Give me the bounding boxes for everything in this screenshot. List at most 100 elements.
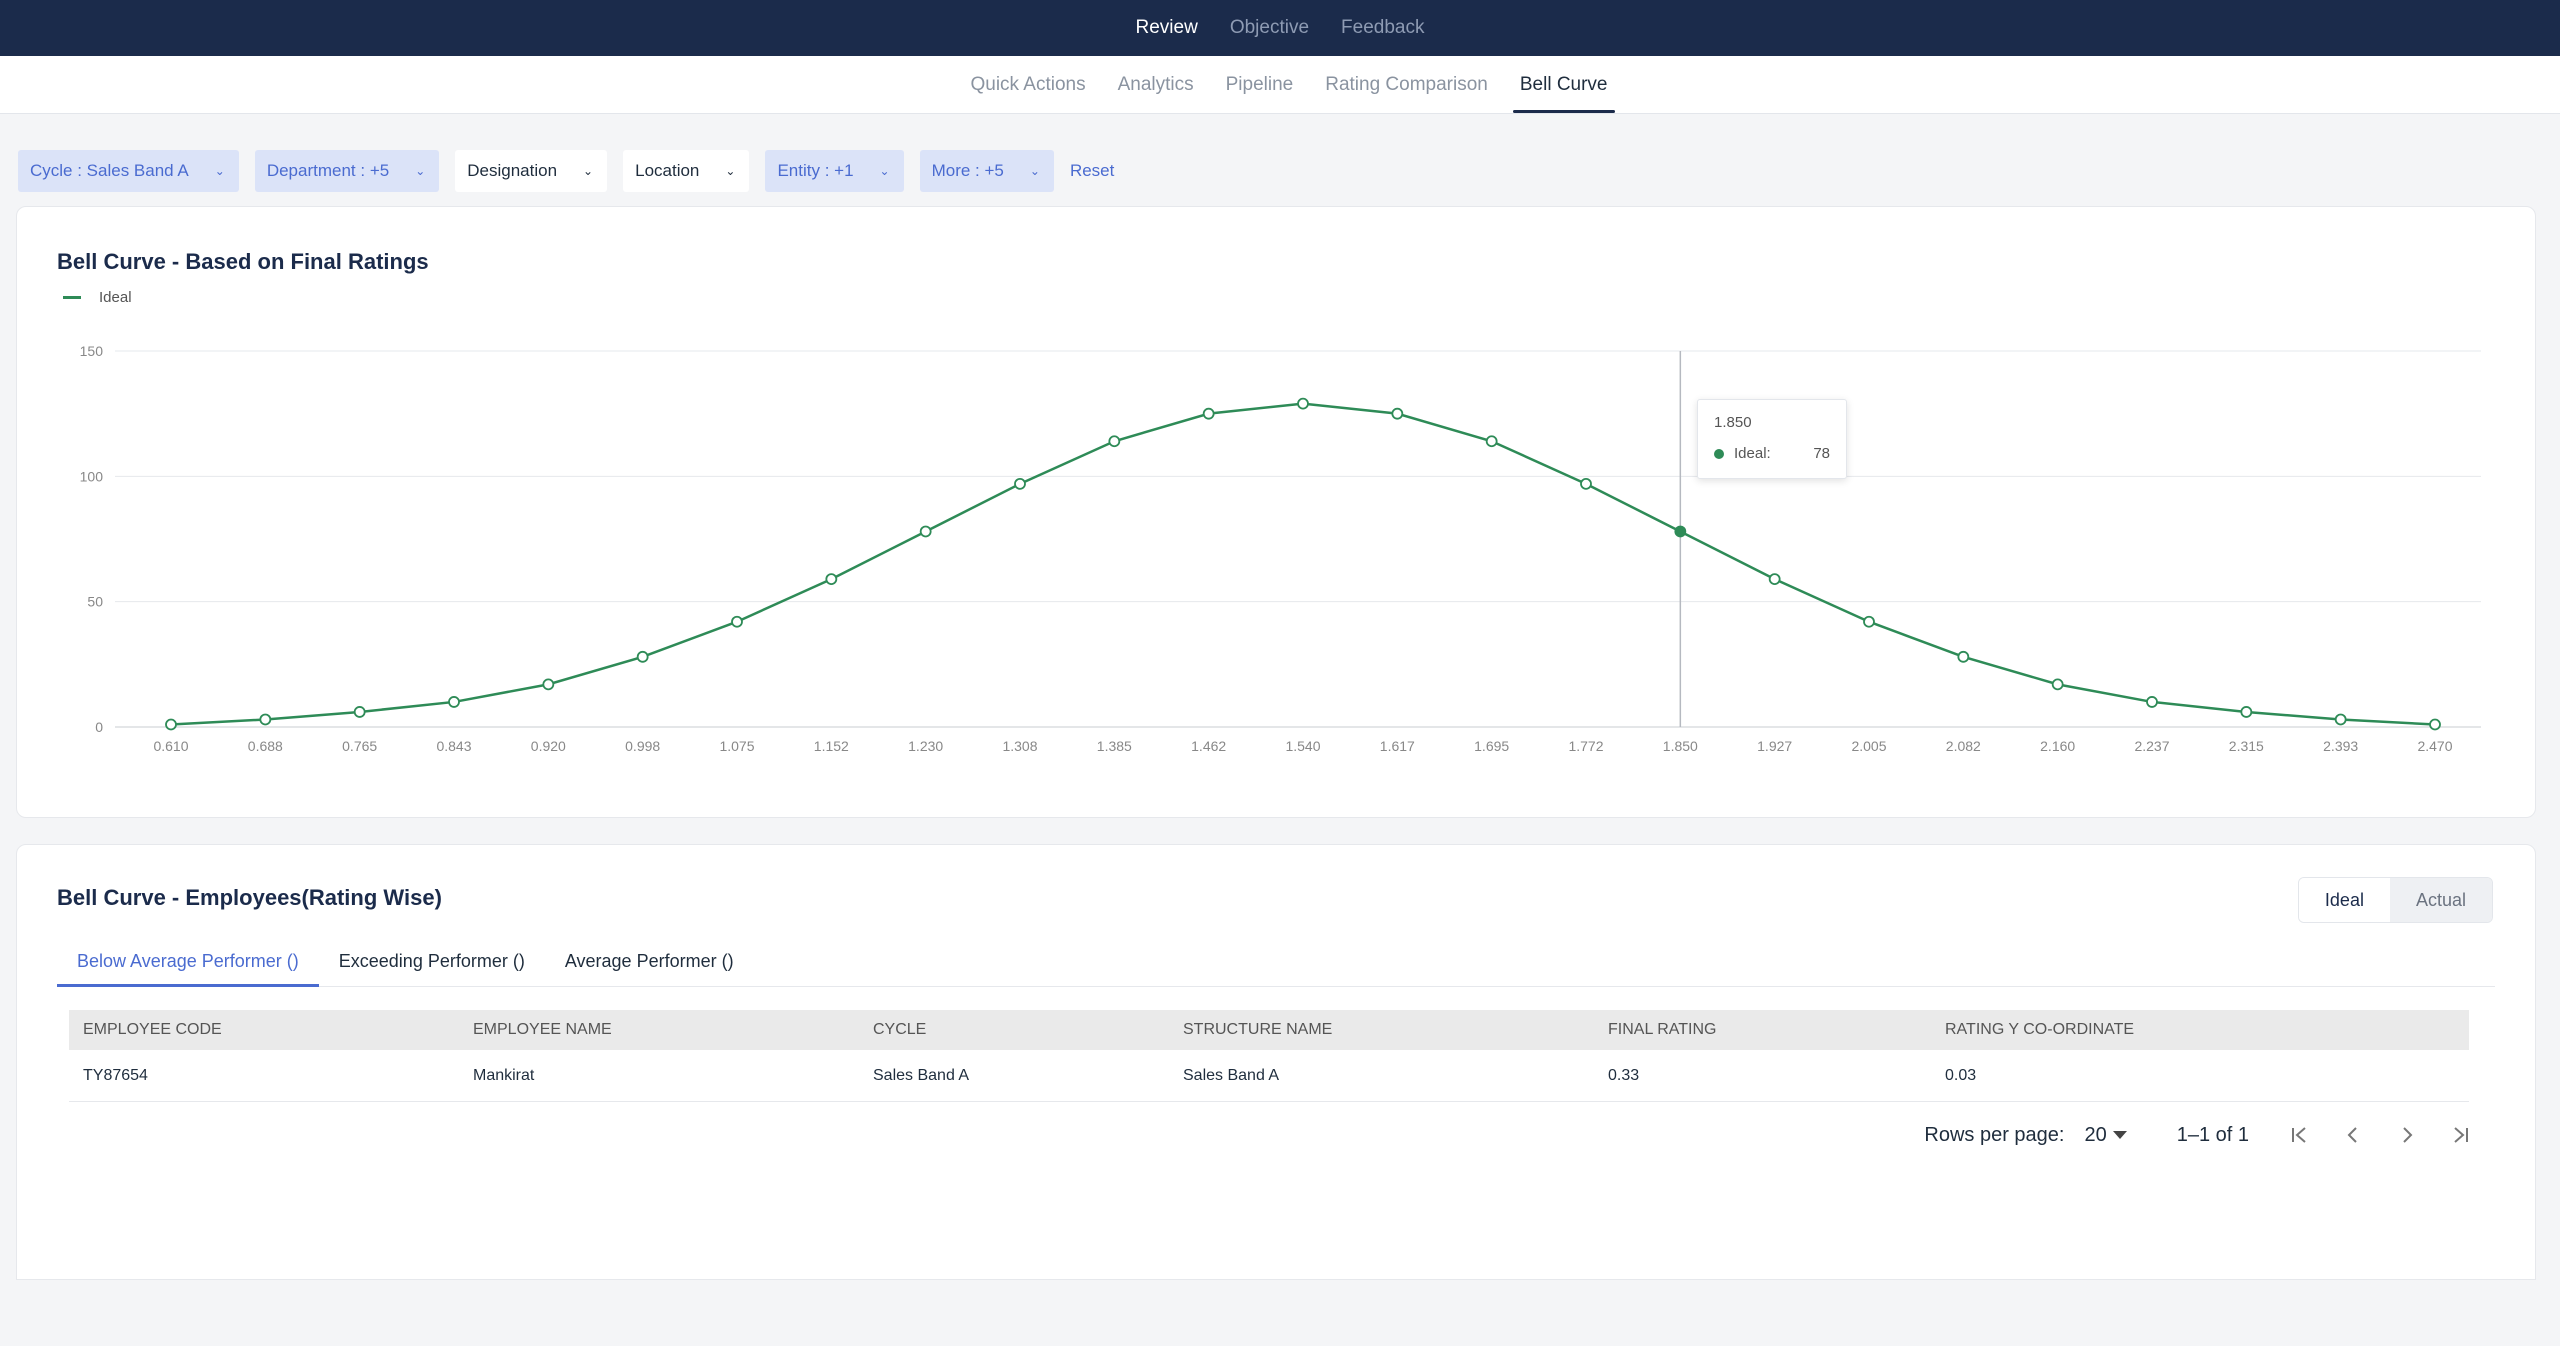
filter-bar: Cycle : Sales Band A ⌄ Department : +5 ⌄… (18, 150, 1114, 192)
column-header[interactable]: EMPLOYEE NAME (473, 1021, 612, 1038)
column-header[interactable]: EMPLOYEE CODE (83, 1021, 222, 1038)
data-point[interactable] (2429, 718, 2441, 731)
data-point[interactable] (636, 650, 649, 663)
sub-navigation: Quick Actions Analytics Pipeline Rating … (0, 56, 2560, 114)
toggle-ideal[interactable]: Ideal (2298, 878, 2390, 922)
nav-objective[interactable]: Objective (1229, 17, 1310, 38)
filter-label: Location (635, 161, 700, 180)
x-tick-label: 1.772 (1568, 738, 1603, 754)
toggle-actual[interactable]: Actual (2389, 878, 2492, 922)
bell-curve-chart[interactable]: 0 50 100 150 0.610 0.688 0.765 0.843 0.920 0.998 1… (17, 207, 2537, 819)
data-point[interactable] (1580, 477, 1592, 490)
filter-department[interactable]: Department : +5 ⌄ (254, 150, 440, 192)
cell-structure-name: Sales Band A (1183, 1066, 1280, 1084)
x-tick-label: 1.540 (1285, 738, 1320, 754)
x-tick-label: 2.160 (2040, 738, 2075, 754)
series-line-ideal (170, 402, 2436, 726)
first-page-icon[interactable] (2289, 1125, 2309, 1145)
data-point[interactable] (542, 678, 555, 691)
x-tick-label: 0.610 (153, 738, 188, 754)
x-tick-label: 2.005 (1851, 738, 1886, 754)
nav-review[interactable]: Review (1135, 17, 1198, 38)
x-tick-label: 0.765 (342, 738, 377, 754)
data-point[interactable] (259, 713, 272, 726)
data-point[interactable] (1485, 435, 1498, 448)
filter-location[interactable]: Location ⌄ (623, 150, 750, 192)
x-tick-label: 2.237 (2134, 738, 2169, 754)
data-point[interactable] (919, 525, 932, 538)
legend-swatch (63, 296, 81, 299)
data-point[interactable] (731, 615, 743, 628)
tab-quick-actions[interactable]: Quick Actions (970, 73, 1086, 95)
x-tick-label: 0.920 (531, 738, 566, 754)
filter-more[interactable]: More : +5 ⌄ (919, 150, 1054, 192)
x-tick-label: 0.843 (436, 738, 471, 754)
column-header[interactable]: RATING Y CO-ORDINATE (1945, 1021, 2135, 1038)
data-point[interactable] (1202, 407, 1215, 420)
x-tick-label: 1.462 (1191, 738, 1226, 754)
filter-label: Entity : +1 (777, 161, 854, 180)
tooltip-series-dot (1714, 448, 1724, 459)
rows-per-page-select[interactable]: 20 (2084, 1123, 2127, 1147)
chevron-down-icon: ⌄ (1029, 164, 1040, 178)
x-tick-label: 0.688 (248, 738, 283, 754)
tab-pipeline[interactable]: Pipeline (1225, 73, 1294, 95)
rows-per-page-label: Rows per page: (1924, 1123, 2065, 1146)
previous-page-icon[interactable] (2343, 1125, 2363, 1145)
data-point[interactable] (2334, 713, 2347, 726)
chevron-down-icon: ⌄ (725, 164, 736, 178)
reset-button[interactable]: Reset (1069, 161, 1115, 180)
x-tick-label: 1.308 (1002, 738, 1037, 754)
column-header[interactable]: FINAL RATING (1608, 1021, 1717, 1038)
x-tick-label: 1.927 (1757, 738, 1792, 754)
x-tick-label: 2.470 (2417, 738, 2452, 754)
data-point[interactable] (1014, 477, 1026, 490)
filter-cycle[interactable]: Cycle : Sales Band A ⌄ (18, 150, 239, 192)
filter-entity[interactable]: Entity : +1 ⌄ (765, 150, 904, 192)
nav-feedback[interactable]: Feedback (1341, 17, 1425, 38)
data-point[interactable] (1297, 397, 1309, 410)
tab-analytics[interactable]: Analytics (1117, 73, 1194, 95)
data-point[interactable] (825, 573, 838, 586)
column-header[interactable]: STRUCTURE NAME (1183, 1021, 1333, 1038)
data-point[interactable] (353, 706, 366, 718)
filter-label: Designation (467, 161, 558, 180)
data-point[interactable] (2146, 696, 2158, 708)
data-point[interactable] (1108, 435, 1121, 448)
data-point[interactable] (448, 696, 460, 708)
filter-designation[interactable]: Designation ⌄ (455, 150, 608, 192)
next-page-icon[interactable] (2397, 1125, 2417, 1145)
top-navigation: Review Objective Feedback (0, 0, 2560, 56)
data-point[interactable] (1863, 615, 1875, 628)
x-tick-label: 1.152 (814, 738, 849, 754)
performer-tabs: Below Average Performer () Exceeding Per… (57, 937, 2495, 987)
data-point[interactable] (2240, 706, 2253, 718)
data-point[interactable] (1957, 650, 1970, 663)
filter-label: Cycle : Sales Band A (30, 161, 189, 180)
data-point[interactable] (2051, 678, 2064, 691)
employees-card: Bell Curve - Employees(Rating Wise) Idea… (16, 844, 2536, 1280)
data-point[interactable] (1391, 407, 1404, 420)
column-header[interactable]: CYCLE (873, 1021, 927, 1038)
employees-card-title: Bell Curve - Employees(Rating Wise) (57, 885, 442, 910)
last-page-icon[interactable] (2451, 1125, 2471, 1145)
tab-average-performer[interactable]: Average Performer () (564, 951, 734, 971)
tab-rating-comparison[interactable]: Rating Comparison (1325, 73, 1488, 95)
filter-label: More : +5 (931, 161, 1004, 180)
data-point[interactable] (1768, 573, 1781, 586)
tab-bell-curve[interactable]: Bell Curve (1507, 56, 1621, 113)
page-range: 1–1 of 1 (2176, 1123, 2249, 1146)
x-tick-label: 2.082 (1946, 738, 1981, 754)
chart-legend[interactable]: Ideal (63, 289, 132, 306)
rows-per-page-value: 20 (2084, 1123, 2107, 1146)
tab-below-average-performer[interactable]: Below Average Performer () (57, 937, 319, 987)
employees-table: EMPLOYEE CODE EMPLOYEE NAME CYCLE STRUCT… (69, 1010, 2469, 1102)
x-tick-label: 1.075 (719, 738, 754, 754)
chart-tooltip: 1.850 Ideal: 78 (1697, 399, 1847, 479)
tab-exceeding-performer[interactable]: Exceeding Performer () (338, 951, 525, 971)
data-point[interactable] (1674, 525, 1687, 538)
y-tick-label: 100 (80, 468, 104, 484)
data-point[interactable] (165, 718, 177, 731)
table-row[interactable]: TY87654 Mankirat Sales Band A Sales Band… (69, 1050, 2469, 1102)
cell-rating-y-coordinate: 0.03 (1945, 1066, 1977, 1084)
